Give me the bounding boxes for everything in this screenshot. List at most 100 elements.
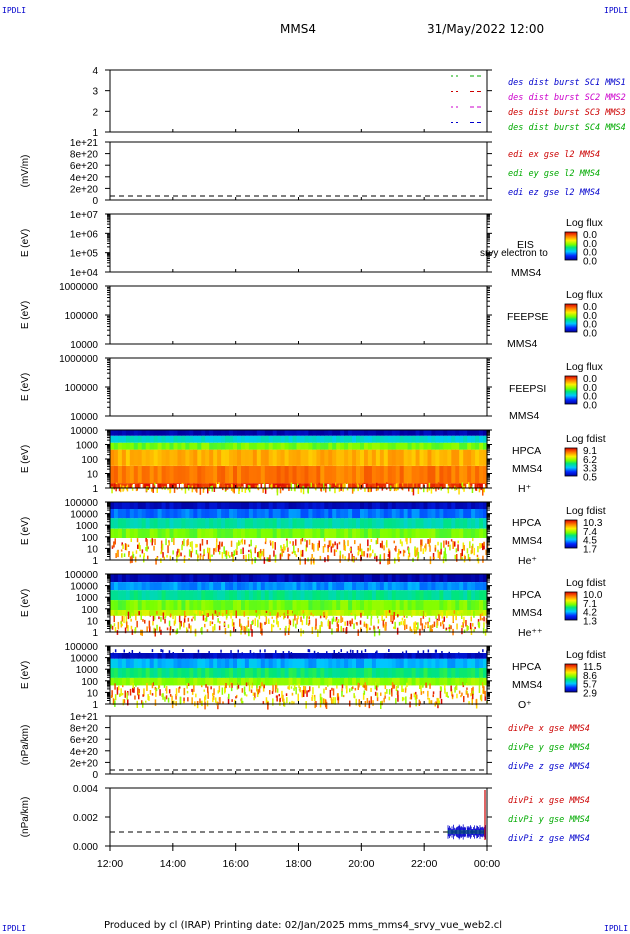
spacecraft-title: MMS4 bbox=[280, 22, 316, 36]
p10-ytick-label: 1e+21 bbox=[70, 712, 99, 723]
p11-legend-entry: divPi x gse MMS4 bbox=[508, 796, 590, 806]
p5-ylabel: E (eV) bbox=[20, 373, 31, 401]
xtick-label: 22:00 bbox=[411, 858, 437, 870]
p3-ytick-label: 1e+07 bbox=[70, 210, 99, 221]
p7-ytick-label: 1000 bbox=[76, 521, 99, 532]
p9-ytick-label: 100 bbox=[81, 677, 98, 688]
p8-colorbar bbox=[564, 591, 578, 621]
p7-label: He⁺ bbox=[518, 555, 537, 567]
p7-ytick-label: 10 bbox=[87, 544, 99, 555]
p3-ylabel: E (eV) bbox=[20, 229, 31, 257]
p7-ytick-label: 1 bbox=[92, 556, 98, 567]
p1-ytick-label: 4 bbox=[92, 66, 98, 77]
p1-frame bbox=[109, 69, 488, 133]
p2-ytick-label: 1e+21 bbox=[70, 138, 99, 149]
p10-ytick-label: 4e+20 bbox=[70, 747, 99, 758]
p10-frame bbox=[109, 715, 488, 775]
p3-label: srvy electron to bbox=[480, 248, 548, 259]
p5-colorbar bbox=[564, 375, 578, 405]
p5-frame bbox=[109, 357, 488, 417]
p9-colorbar-tick: 2.9 bbox=[583, 688, 597, 699]
p6-label: HPCA bbox=[512, 445, 541, 457]
p5-colorbar-tick: 0.0 bbox=[583, 400, 597, 411]
p8-ytick-label: 10 bbox=[87, 616, 99, 627]
p4-colorbar-tick: 0.0 bbox=[583, 320, 597, 331]
p6-colorbar-tick: 3.3 bbox=[583, 464, 597, 475]
p4-colorbar-tick: 0.0 bbox=[583, 302, 597, 313]
xtick-label: 00:00 bbox=[474, 858, 500, 870]
p6-colorbar-tick: 0.5 bbox=[583, 472, 597, 483]
p9-label: MMS4 bbox=[512, 679, 542, 691]
p8-ytick-label: 100 bbox=[81, 605, 98, 616]
p8-colorbar-title: Log fdist bbox=[566, 577, 606, 589]
p1-ytick-label: 2 bbox=[92, 107, 98, 118]
p2-legend-entry: edi ey gse l2 MMS4 bbox=[508, 169, 600, 179]
p3-ytick-label: 1e+04 bbox=[70, 268, 99, 279]
p5-colorbar-tick: 0.0 bbox=[583, 383, 597, 394]
p5-colorbar-tick: 0.0 bbox=[583, 392, 597, 403]
p9-label: HPCA bbox=[512, 661, 541, 673]
p10-legend-entry: divPe y gse MMS4 bbox=[508, 743, 590, 753]
p4-label: FEEPSE bbox=[507, 311, 548, 323]
p10-legend-entry: divPe x gse MMS4 bbox=[508, 724, 590, 734]
p9-ytick-label: 100000 bbox=[65, 642, 99, 653]
p9-label: O⁺ bbox=[518, 699, 532, 711]
p4-colorbar-tick: 0.0 bbox=[583, 311, 597, 322]
p6-ytick-label: 1 bbox=[92, 484, 98, 495]
p5-ytick-label: 100000 bbox=[65, 383, 99, 394]
p10-ytick-label: 2e+20 bbox=[70, 758, 99, 769]
p4-colorbar bbox=[564, 303, 578, 333]
p9-colorbar-tick: 11.5 bbox=[583, 662, 602, 673]
corner-label-bottom-right: IPDLI bbox=[604, 924, 629, 933]
p7-colorbar-tick: 4.5 bbox=[583, 536, 597, 547]
p3-colorbar-tick: 0.0 bbox=[583, 248, 597, 259]
p5-label: MMS4 bbox=[509, 410, 539, 422]
p11-ytick-label: 0.004 bbox=[73, 784, 98, 795]
p2-ytick-label: 0 bbox=[92, 196, 98, 207]
p5-ytick-label: 1000000 bbox=[59, 354, 98, 365]
xtick-label: 18:00 bbox=[285, 858, 311, 870]
p6-colorbar-tick: 6.2 bbox=[583, 455, 597, 466]
p9-ylabel: E (eV) bbox=[20, 661, 31, 689]
p7-colorbar-tick: 1.7 bbox=[583, 544, 597, 555]
p4-frame bbox=[109, 285, 488, 345]
p8-colorbar-tick: 10.0 bbox=[583, 590, 603, 601]
p2-ytick-label: 6e+20 bbox=[70, 161, 99, 172]
p6-colorbar-tick: 9.1 bbox=[583, 446, 597, 457]
p8-label: MMS4 bbox=[512, 607, 542, 619]
p6-ytick-label: 10000 bbox=[70, 426, 98, 437]
p11-series bbox=[447, 790, 487, 840]
footer-text: Produced by cl (IRAP) Printing date: 02/… bbox=[104, 920, 503, 931]
p9-ytick-label: 1 bbox=[92, 700, 98, 711]
p5-colorbar-title: Log flux bbox=[566, 361, 604, 373]
p8-heatmap bbox=[110, 574, 488, 637]
p7-ytick-label: 100000 bbox=[65, 498, 99, 509]
p2-ytick-label: 2e+20 bbox=[70, 184, 99, 195]
p8-ytick-label: 1 bbox=[92, 628, 98, 639]
p6-heatmap bbox=[110, 430, 488, 496]
p6-colorbar bbox=[564, 447, 578, 477]
xtick-label: 12:00 bbox=[97, 858, 123, 870]
p8-ytick-label: 10000 bbox=[70, 582, 98, 593]
p1-legend-entry: des dist burst SC3 MMS3 bbox=[508, 108, 626, 118]
p2-legend-entry: edi ez gse l2 MMS4 bbox=[508, 188, 600, 198]
p7-colorbar-title: Log fdist bbox=[566, 505, 606, 517]
p2-legend-entry: edi ex gse l2 MMS4 bbox=[508, 150, 600, 160]
p3-ytick-label: 1e+05 bbox=[70, 249, 99, 260]
p4-label: MMS4 bbox=[507, 338, 537, 350]
p6-label: MMS4 bbox=[512, 463, 542, 475]
p11-ylabel: (nPa/km) bbox=[20, 797, 31, 838]
p10-ytick-label: 0 bbox=[92, 770, 98, 781]
p7-ytick-label: 10000 bbox=[70, 510, 98, 521]
p11-ytick-label: 0.000 bbox=[73, 842, 98, 853]
p3-label: EIS bbox=[517, 239, 534, 251]
p4-ytick-label: 100000 bbox=[65, 311, 99, 322]
p5-colorbar-tick: 0.0 bbox=[583, 374, 597, 385]
p1-legend-entry: des dist burst SC1 MMS1 bbox=[508, 78, 626, 88]
p3-frame bbox=[109, 213, 488, 273]
p8-ytick-label: 1000 bbox=[76, 593, 99, 604]
p9-colorbar bbox=[564, 663, 578, 693]
p3-colorbar-tick: 0.0 bbox=[583, 256, 597, 267]
p6-ytick-label: 100 bbox=[81, 455, 98, 466]
date-title: 31/May/2022 12:00 bbox=[427, 22, 545, 36]
